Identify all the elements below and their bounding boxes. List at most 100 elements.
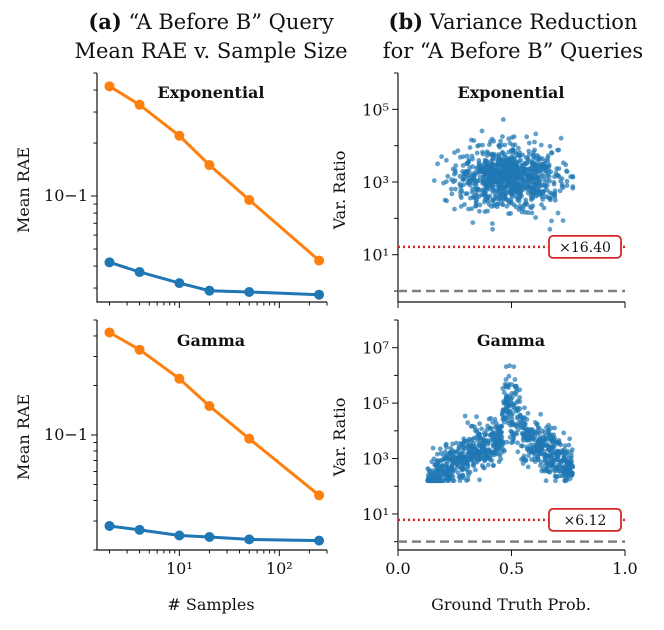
- scatter-point: [496, 428, 502, 434]
- scatter-point: [522, 405, 527, 411]
- scatter-point: [473, 181, 479, 187]
- panel-a-title-text: “A Before B” Query: [128, 10, 333, 34]
- scatter-point: [498, 167, 504, 173]
- scatter-point: [514, 406, 520, 412]
- scatter-point: [567, 460, 573, 466]
- scatter-point: [539, 156, 545, 162]
- scatter-point: [484, 153, 490, 158]
- scatter-point: [477, 435, 483, 441]
- scatter-point: [457, 478, 463, 484]
- panel-b-exponential-title: Exponential: [458, 83, 565, 102]
- scatter-point: [480, 188, 486, 193]
- scatter-point: [430, 445, 436, 451]
- scatter-points: [431, 117, 576, 232]
- scatter-point: [484, 149, 490, 155]
- scatter-point: [458, 465, 464, 470]
- scatter-point: [453, 170, 458, 176]
- scatter-point: [539, 446, 545, 452]
- scatter-point: [542, 463, 548, 468]
- scatter-point: [557, 188, 563, 194]
- series-point-blue: [134, 267, 145, 278]
- panel-a-prefix: (a): [88, 9, 121, 34]
- scatter-point: [539, 202, 544, 208]
- series-point-orange: [204, 401, 215, 412]
- series-point-blue: [174, 530, 185, 541]
- scatter-point: [547, 226, 553, 232]
- scatter-point: [443, 475, 449, 481]
- scatter-point: [460, 163, 466, 168]
- scatter-point: [545, 453, 551, 459]
- scatter-point: [466, 159, 472, 165]
- y-tick-label: 10³: [362, 173, 389, 192]
- scatter-point: [505, 418, 511, 423]
- scatter-point: [483, 448, 488, 453]
- scatter-point: [538, 172, 544, 177]
- series-point-orange: [104, 327, 115, 338]
- scatter-point: [561, 430, 567, 436]
- scatter-point: [553, 478, 558, 484]
- scatter-point: [549, 218, 554, 224]
- scatter-point: [567, 436, 573, 442]
- scatter-point: [532, 139, 537, 145]
- scatter-point: [521, 431, 526, 437]
- scatter-point: [485, 462, 491, 468]
- scatter-point: [428, 478, 434, 484]
- scatter-point: [454, 462, 460, 468]
- scatter-point: [463, 191, 469, 197]
- scatter-point: [538, 190, 544, 196]
- scatter-point: [444, 464, 450, 470]
- scatter-point: [492, 451, 498, 457]
- scatter-point: [548, 195, 553, 201]
- scatter-point: [536, 425, 542, 431]
- scatter-point: [505, 159, 510, 165]
- scatter-point: [469, 137, 474, 143]
- panel-a-exponential: Exponential Mean RAE 10−1: [14, 72, 328, 308]
- scatter-point: [520, 176, 525, 182]
- x-tick-label: 10²: [266, 559, 293, 578]
- scatter-point: [568, 464, 574, 470]
- scatter-point: [479, 128, 485, 134]
- panel-a-title-line2: Mean RAE v. Sample Size: [74, 39, 347, 63]
- scatter-point: [462, 202, 467, 207]
- scatter-point: [517, 399, 523, 404]
- scatter-point: [526, 148, 532, 154]
- scatter-point: [553, 465, 559, 470]
- scatter-point: [497, 144, 503, 150]
- scatter-point: [480, 142, 485, 148]
- scatter-point: [508, 211, 513, 216]
- scatter-point: [431, 478, 437, 484]
- scatter-point: [453, 186, 458, 192]
- reference-label-box: [548, 507, 622, 532]
- scatter-point: [479, 426, 484, 432]
- scatter-point: [532, 459, 538, 464]
- series-point-blue: [204, 531, 215, 542]
- scatter-point: [478, 448, 483, 454]
- scatter-point: [468, 443, 474, 449]
- scatter-point: [515, 170, 521, 176]
- scatter-point: [501, 154, 507, 159]
- scatter-point: [472, 428, 478, 433]
- scatter-point: [470, 423, 475, 429]
- series-line-blue: [109, 524, 320, 543]
- scatter-point: [486, 201, 492, 207]
- scatter-point: [470, 220, 476, 226]
- scatter-point: [530, 195, 536, 201]
- scatter-point: [464, 153, 470, 159]
- scatter-point: [521, 456, 527, 462]
- scatter-point: [516, 420, 522, 426]
- scatter-point: [431, 178, 437, 184]
- panel-b-gamma: Gamma Var. Ratio Ground Truth Prob. 0.0 0…: [330, 319, 638, 614]
- reference-label: ×6.12: [564, 513, 607, 529]
- scatter-point: [473, 203, 478, 209]
- scatter-point: [557, 468, 563, 474]
- scatter-point: [516, 145, 521, 151]
- scatter-point: [511, 169, 517, 175]
- scatter-point: [472, 177, 478, 183]
- scatter-point: [478, 163, 484, 169]
- scatter-point: [473, 190, 479, 196]
- scatter-point: [564, 183, 570, 188]
- scatter-point: [539, 182, 545, 188]
- scatter-point: [528, 185, 534, 191]
- scatter-point: [453, 163, 459, 169]
- scatter-point: [566, 442, 572, 448]
